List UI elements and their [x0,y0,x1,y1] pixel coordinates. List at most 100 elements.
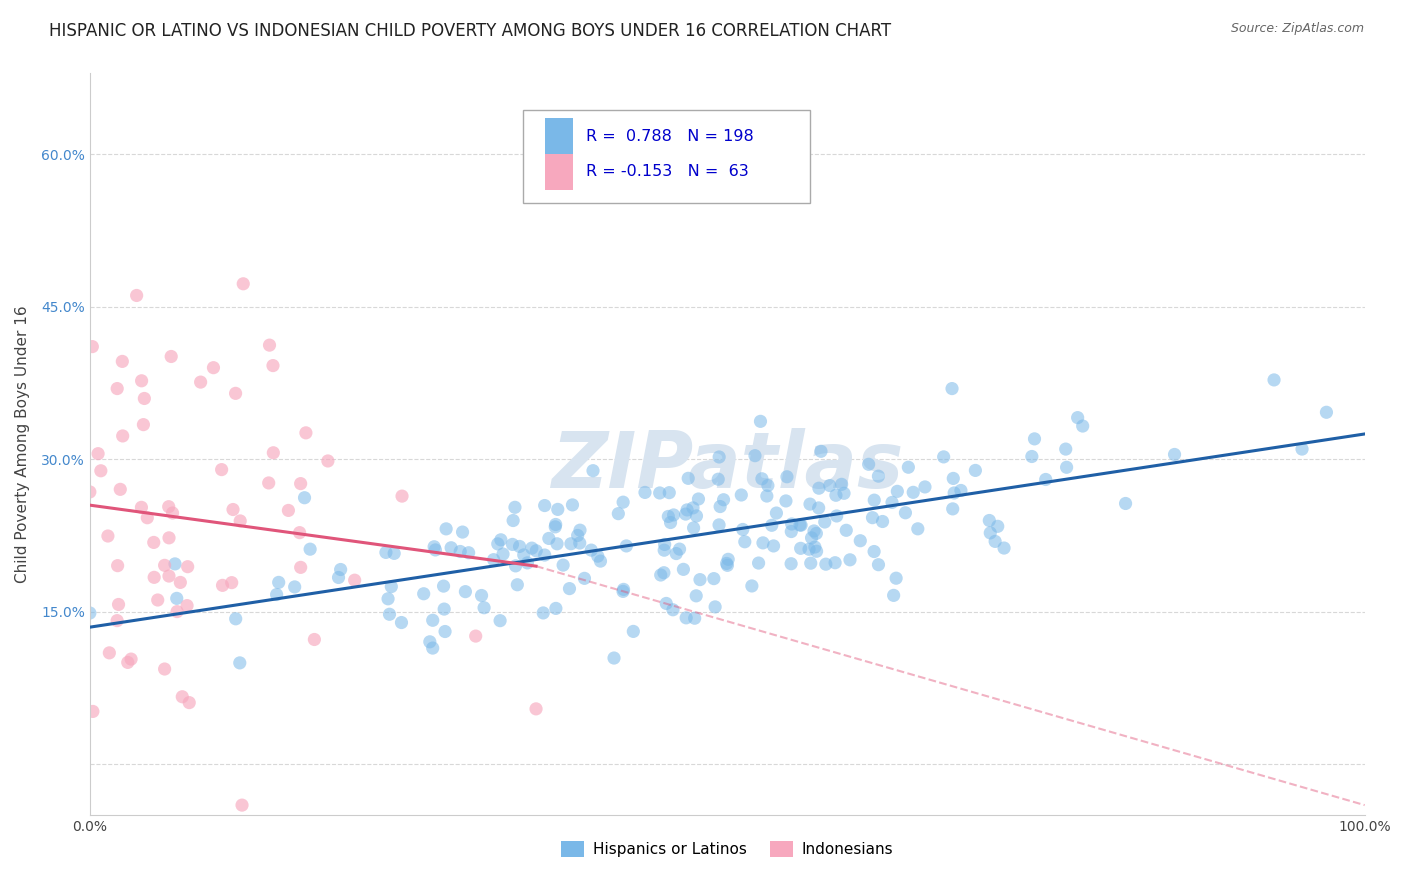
Point [98,646,121,660]
Point [675,507,697,521]
Text: ZIPatlas: ZIPatlas [551,428,904,504]
Point [176,559,198,574]
Point [134,392,156,406]
Point [582,464,605,478]
Point [569,523,592,537]
Point [676,471,699,485]
Point [82,705,104,719]
Point [780,516,803,531]
Point [752,536,775,550]
Point [211,578,233,592]
Point [419,635,441,649]
Point [574,571,596,585]
Point [675,611,697,625]
Point [676,503,699,517]
Point [709,500,731,514]
Point [707,517,730,532]
Point [1056,460,1078,475]
Point [157,569,180,583]
Point [942,471,965,485]
Point [790,518,813,533]
Point [524,702,547,716]
Point [544,601,567,615]
Point [607,507,630,521]
Point [689,573,711,587]
Point [143,570,166,584]
Point [153,662,176,676]
Point [472,600,495,615]
Point [685,589,707,603]
Point [179,696,201,710]
Text: Source: ZipAtlas.com: Source: ZipAtlas.com [1230,22,1364,36]
Point [107,598,129,612]
Point [432,579,454,593]
Point [162,506,184,520]
Point [482,552,505,566]
Point [328,570,350,584]
Point [449,544,471,558]
Point [464,629,486,643]
Point [657,509,679,524]
Point [105,614,128,628]
Point [454,584,477,599]
Point [761,518,783,533]
Point [378,607,401,622]
Point [79,606,101,620]
Point [111,429,134,443]
Point [612,495,634,509]
Point [316,454,339,468]
Point [589,554,612,568]
Point [814,557,837,571]
Point [668,542,690,557]
Point [984,534,1007,549]
Point [665,547,688,561]
Point [894,506,917,520]
Point [883,588,905,602]
Point [544,517,567,532]
Point [231,798,253,813]
Point [222,502,245,516]
Point [166,605,188,619]
Point [531,606,554,620]
Point [131,500,153,515]
Point [1071,419,1094,434]
Point [884,571,907,585]
Point [800,556,823,570]
Text: R =  0.788   N = 198: R = 0.788 N = 198 [586,128,754,144]
Point [716,557,738,571]
Point [818,478,841,492]
Point [157,500,180,514]
Point [1315,405,1337,419]
Point [232,277,254,291]
Point [163,557,186,571]
Point [294,491,316,505]
Point [132,417,155,432]
Point [304,632,326,647]
Point [110,483,132,497]
Point [775,494,797,508]
Point [797,542,820,557]
Point [863,544,886,558]
Point [546,537,568,551]
Point [492,547,515,561]
Point [516,556,538,570]
Point [202,360,225,375]
Point [172,690,194,704]
Point [1066,410,1088,425]
Point [932,450,955,464]
Point [614,539,637,553]
Point [343,573,366,587]
Point [824,556,846,570]
Point [979,514,1001,528]
Point [652,543,675,558]
Point [284,580,307,594]
Point [501,537,523,551]
Point [1163,447,1185,461]
Point [262,359,284,373]
Point [266,588,288,602]
Point [993,541,1015,555]
Point [907,522,929,536]
Point [105,382,128,396]
Point [1021,450,1043,464]
Point [489,614,512,628]
